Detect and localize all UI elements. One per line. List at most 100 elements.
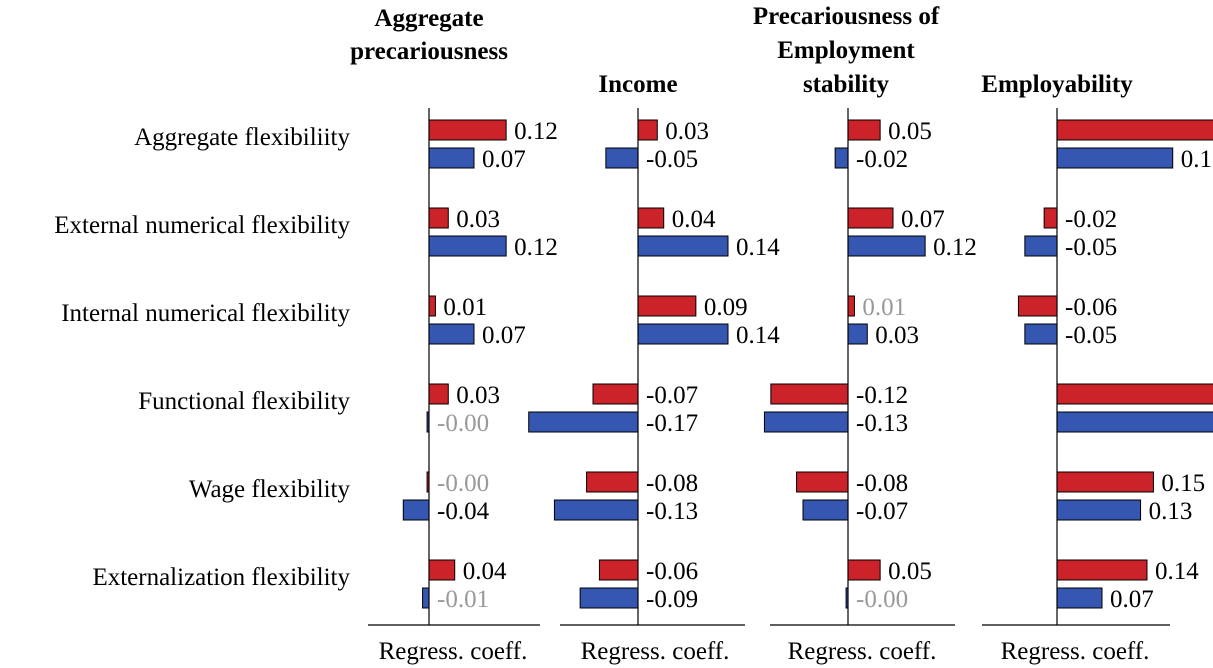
panel-title-aggregate-line2: precariousness bbox=[350, 38, 508, 65]
row-label: Internal numerical flexibility bbox=[61, 300, 350, 327]
series-b-bar bbox=[428, 235, 507, 257]
series-a-bar bbox=[796, 471, 849, 493]
x-axis-label: Regress. coeff. bbox=[1001, 638, 1150, 665]
series-a-bar bbox=[428, 559, 456, 581]
series-b-value-label: -0.07 bbox=[856, 498, 908, 525]
series-a-value-label: 0.03 bbox=[665, 118, 709, 145]
panel-title-employment-line3: stability bbox=[803, 71, 890, 98]
series-a-value-label: -0.12 bbox=[856, 382, 908, 409]
series-a-value-label: -0.06 bbox=[646, 558, 698, 585]
series-b-bar bbox=[1024, 323, 1058, 345]
series-b-bar bbox=[422, 587, 430, 609]
series-b-bar bbox=[428, 323, 475, 345]
panel-title-employment-line2: Employment bbox=[777, 37, 915, 64]
series-b-bar bbox=[528, 411, 639, 433]
series-a-bar bbox=[1043, 207, 1058, 229]
series-a-value-label: 0.01 bbox=[862, 294, 906, 321]
panel-title-aggregate-line1: Aggregate bbox=[374, 5, 483, 32]
series-a-value-label: -0.07 bbox=[646, 382, 698, 409]
series-b-value-label: 0.07 bbox=[1110, 586, 1154, 613]
series-a-bar bbox=[592, 383, 639, 405]
series-b-value-label: -0.09 bbox=[646, 586, 698, 613]
series-a-bar bbox=[1056, 471, 1154, 493]
series-b-bar bbox=[802, 499, 849, 521]
series-a-bar bbox=[428, 207, 449, 229]
series-a-bar bbox=[847, 559, 881, 581]
series-b-value-label: 0.03 bbox=[875, 322, 919, 349]
series-b-bar bbox=[637, 235, 729, 257]
series-a-value-label: -0.08 bbox=[646, 470, 698, 497]
row-label: Functional flexibility bbox=[138, 388, 350, 415]
series-b-bar bbox=[847, 323, 868, 345]
x-axis-label: Regress. coeff. bbox=[581, 638, 730, 665]
series-a-value-label: 0.14 bbox=[1155, 558, 1199, 585]
series-b-value-label: -0.17 bbox=[646, 410, 698, 437]
series-a-bar bbox=[1056, 559, 1148, 581]
series-a-value-label: -0.06 bbox=[1065, 294, 1117, 321]
series-b-value-label: -0.02 bbox=[856, 146, 908, 173]
row-label: Externalization flexibility bbox=[92, 564, 350, 591]
series-a-value-label: -0.02 bbox=[1065, 206, 1117, 233]
series-a-bar bbox=[847, 119, 881, 141]
series-a-value-label: -0.00 bbox=[437, 470, 489, 497]
series-b-bar bbox=[834, 147, 849, 169]
panel-title-income: Income bbox=[598, 71, 677, 98]
series-a-bar bbox=[847, 295, 855, 317]
panel: 0.120.070.030.120.010.070.03-0.00-0.00-0… bbox=[368, 108, 558, 665]
row-labels: Aggregate flexibiliity External numerical… bbox=[54, 124, 350, 591]
series-a-bar bbox=[428, 383, 449, 405]
series-b-value-label: 0.14 bbox=[736, 234, 780, 261]
series-a-value-label: 0.12 bbox=[514, 118, 558, 145]
panels: 0.120.070.030.120.010.070.03-0.00-0.00-0… bbox=[368, 108, 1213, 665]
row-label: External numerical flexibility bbox=[54, 212, 350, 239]
series-b-bar bbox=[637, 323, 729, 345]
series-b-bar bbox=[579, 587, 639, 609]
series-b-value-label: -0.05 bbox=[1065, 234, 1117, 261]
series-a-value-label: 0.05 bbox=[888, 118, 932, 145]
series-b-bar bbox=[553, 499, 639, 521]
series-b-bar bbox=[1056, 587, 1103, 609]
series-a-bar bbox=[637, 207, 665, 229]
series-b-value-label: 0.07 bbox=[482, 322, 526, 349]
panel: 0.03-0.050.040.140.090.14-0.07-0.17-0.08… bbox=[528, 108, 780, 665]
series-b-value-label: -0.00 bbox=[856, 586, 908, 613]
series-b-bar bbox=[847, 235, 926, 257]
panel: 0.05-0.020.070.120.010.03-0.12-0.13-0.08… bbox=[763, 108, 977, 665]
panel: 0.280.18-0.02-0.05-0.06-0.050.270.290.15… bbox=[982, 108, 1213, 665]
series-a-bar bbox=[847, 207, 894, 229]
series-a-bar bbox=[1017, 295, 1058, 317]
series-b-bar bbox=[428, 147, 475, 169]
series-b-bar bbox=[1056, 147, 1174, 169]
series-b-value-label: 0.13 bbox=[1149, 498, 1193, 525]
series-b-value-label: -0.05 bbox=[646, 146, 698, 173]
series-a-bar bbox=[1056, 383, 1213, 405]
series-b-bar bbox=[1056, 499, 1142, 521]
series-b-value-label: -0.13 bbox=[646, 498, 698, 525]
series-a-bar bbox=[428, 119, 507, 141]
row-label: Aggregate flexibiliity bbox=[134, 124, 350, 151]
series-b-value-label: -0.13 bbox=[856, 410, 908, 437]
series-a-bar bbox=[637, 119, 658, 141]
series-a-bar bbox=[770, 383, 849, 405]
series-b-value-label: 0.14 bbox=[736, 322, 780, 349]
panel-title-employability: Employability bbox=[981, 71, 1133, 98]
x-axis-label: Regress. coeff. bbox=[379, 638, 528, 665]
series-a-value-label: 0.01 bbox=[443, 294, 487, 321]
series-a-value-label: 0.15 bbox=[1161, 470, 1205, 497]
series-a-value-label: 0.04 bbox=[672, 206, 716, 233]
series-a-value-label: 0.04 bbox=[463, 558, 507, 585]
series-b-value-label: 0.18 bbox=[1181, 146, 1213, 173]
series-b-value-label: -0.00 bbox=[437, 410, 489, 437]
series-b-bar bbox=[402, 499, 430, 521]
series-a-bar bbox=[598, 559, 639, 581]
series-b-bar bbox=[605, 147, 639, 169]
series-b-value-label: -0.05 bbox=[1065, 322, 1117, 349]
series-a-bar bbox=[1056, 119, 1213, 141]
x-axis-label: Regress. coeff. bbox=[788, 638, 937, 665]
series-a-value-label: 0.03 bbox=[456, 382, 500, 409]
series-a-value-label: 0.07 bbox=[901, 206, 945, 233]
panel-title-employment-line1: Precariousness of bbox=[753, 3, 940, 30]
series-a-value-label: -0.08 bbox=[856, 470, 908, 497]
series-b-value-label: -0.04 bbox=[437, 498, 490, 525]
